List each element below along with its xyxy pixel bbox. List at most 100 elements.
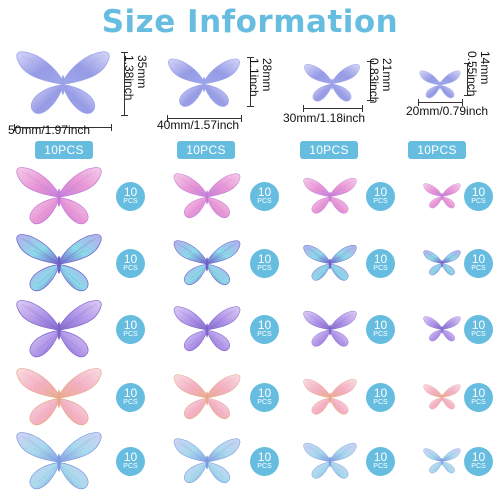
- height-dimension-line: [247, 57, 254, 107]
- quantity-badge: 10 PCS: [116, 382, 145, 412]
- width-label: 20mm/0.79inch: [406, 104, 489, 118]
- height-mm-label: 14mm: [478, 51, 492, 85]
- height-mm-label: 21mm: [380, 58, 394, 92]
- quantity-unit: PCS: [257, 197, 272, 205]
- butterfly-image: [166, 304, 248, 359]
- width-dimension-line: [167, 115, 242, 122]
- quantity-badge: 10 PCS: [250, 382, 279, 412]
- quantity-badge: 10 PCS: [366, 248, 395, 278]
- quantity-badge: 10 PCS: [464, 382, 493, 412]
- quantity-unit: PCS: [123, 462, 138, 470]
- height-dimension-line: [367, 61, 374, 101]
- height-dimension-line: [121, 52, 128, 116]
- butterfly-image: [6, 231, 112, 300]
- quantity-unit: PCS: [257, 264, 272, 272]
- quantity-badge: 10 PCS: [366, 181, 395, 211]
- height-mm-label: 28mm: [260, 58, 274, 92]
- size-sample-butterfly: [166, 56, 242, 115]
- width-label: 50mm/1.97inch: [8, 123, 91, 137]
- quantity-unit: PCS: [471, 398, 486, 406]
- quantity-badge: 10 PCS: [464, 248, 493, 278]
- quantity-count: 10: [123, 184, 138, 199]
- quantity-column-badge: 10PCS: [408, 141, 466, 159]
- quantity-count: 10: [257, 317, 272, 332]
- quantity-count: 10: [373, 317, 388, 332]
- quantity-unit: PCS: [373, 264, 388, 272]
- quantity-badge: 10 PCS: [464, 314, 493, 344]
- butterfly-image: [166, 436, 248, 491]
- quantity-column-badge: 10PCS: [177, 141, 235, 159]
- quantity-count: 10: [471, 385, 486, 400]
- butterfly-image: [420, 249, 464, 282]
- quantity-count: 10: [257, 449, 272, 464]
- quantity-count: 10: [123, 317, 138, 332]
- quantity-unit: PCS: [123, 330, 138, 338]
- butterfly-image: [420, 182, 464, 215]
- height-inch-label: 0.83inch: [367, 58, 381, 104]
- quantity-unit: PCS: [471, 264, 486, 272]
- quantity-badge: 10 PCS: [464, 446, 493, 476]
- height-dimension-line: [464, 63, 471, 96]
- quantity-count: 10: [471, 449, 486, 464]
- quantity-badge: 10 PCS: [250, 314, 279, 344]
- quantity-badge: 10 PCS: [116, 446, 145, 476]
- quantity-unit: PCS: [373, 398, 388, 406]
- quantity-unit: PCS: [471, 462, 486, 470]
- quantity-count: 10: [471, 251, 486, 266]
- quantity-count: 10: [123, 385, 138, 400]
- quantity-badge: 10 PCS: [250, 446, 279, 476]
- height-inch-label: 0.55inch: [465, 51, 479, 97]
- quantity-count: 10: [123, 251, 138, 266]
- quantity-badge: 10 PCS: [366, 382, 395, 412]
- butterfly-image: [298, 377, 362, 422]
- butterfly-image: [420, 383, 464, 416]
- quantity-unit: PCS: [123, 398, 138, 406]
- quantity-unit: PCS: [373, 330, 388, 338]
- quantity-count: 10: [373, 449, 388, 464]
- width-label: 30mm/1.18inch: [283, 111, 366, 125]
- quantity-unit: PCS: [471, 330, 486, 338]
- quantity-unit: PCS: [471, 197, 486, 205]
- quantity-count: 10: [373, 385, 388, 400]
- quantity-count: 10: [257, 251, 272, 266]
- height-mm-label: 35mm: [135, 55, 149, 89]
- height-inch-label: 1.38inch: [122, 55, 136, 101]
- quantity-count: 10: [123, 449, 138, 464]
- butterfly-image: [298, 243, 362, 288]
- quantity-badge: 10 PCS: [250, 181, 279, 211]
- butterfly-image: [6, 297, 112, 366]
- quantity-unit: PCS: [123, 197, 138, 205]
- size-sample-butterfly: [13, 48, 113, 123]
- quantity-count: 10: [257, 385, 272, 400]
- width-dimension-line: [418, 99, 463, 106]
- butterfly-image: [420, 315, 464, 348]
- quantity-unit: PCS: [257, 330, 272, 338]
- quantity-column-badge: 10PCS: [300, 141, 358, 159]
- butterfly-image: [420, 447, 464, 480]
- quantity-count: 10: [471, 184, 486, 199]
- quantity-column-badge: 10PCS: [35, 141, 93, 159]
- size-sample-butterfly: [301, 62, 363, 109]
- butterfly-image: [298, 176, 362, 221]
- quantity-badge: 10 PCS: [464, 181, 493, 211]
- butterfly-image: [166, 372, 248, 427]
- quantity-badge: 10 PCS: [116, 248, 145, 278]
- quantity-unit: PCS: [123, 264, 138, 272]
- butterfly-image: [166, 171, 248, 226]
- butterfly-image: [298, 441, 362, 486]
- size-sample-butterfly: [418, 69, 462, 105]
- quantity-count: 10: [373, 184, 388, 199]
- page-title: Size Information: [101, 4, 399, 40]
- quantity-unit: PCS: [373, 462, 388, 470]
- quantity-badge: 10 PCS: [116, 181, 145, 211]
- quantity-count: 10: [471, 317, 486, 332]
- quantity-badge: 10 PCS: [250, 248, 279, 278]
- width-dimension-line: [303, 105, 363, 112]
- quantity-badge: 10 PCS: [366, 446, 395, 476]
- quantity-unit: PCS: [257, 398, 272, 406]
- butterfly-image: [298, 309, 362, 354]
- quantity-unit: PCS: [373, 197, 388, 205]
- butterfly-image: [6, 429, 112, 498]
- quantity-badge: 10 PCS: [116, 314, 145, 344]
- quantity-count: 10: [373, 251, 388, 266]
